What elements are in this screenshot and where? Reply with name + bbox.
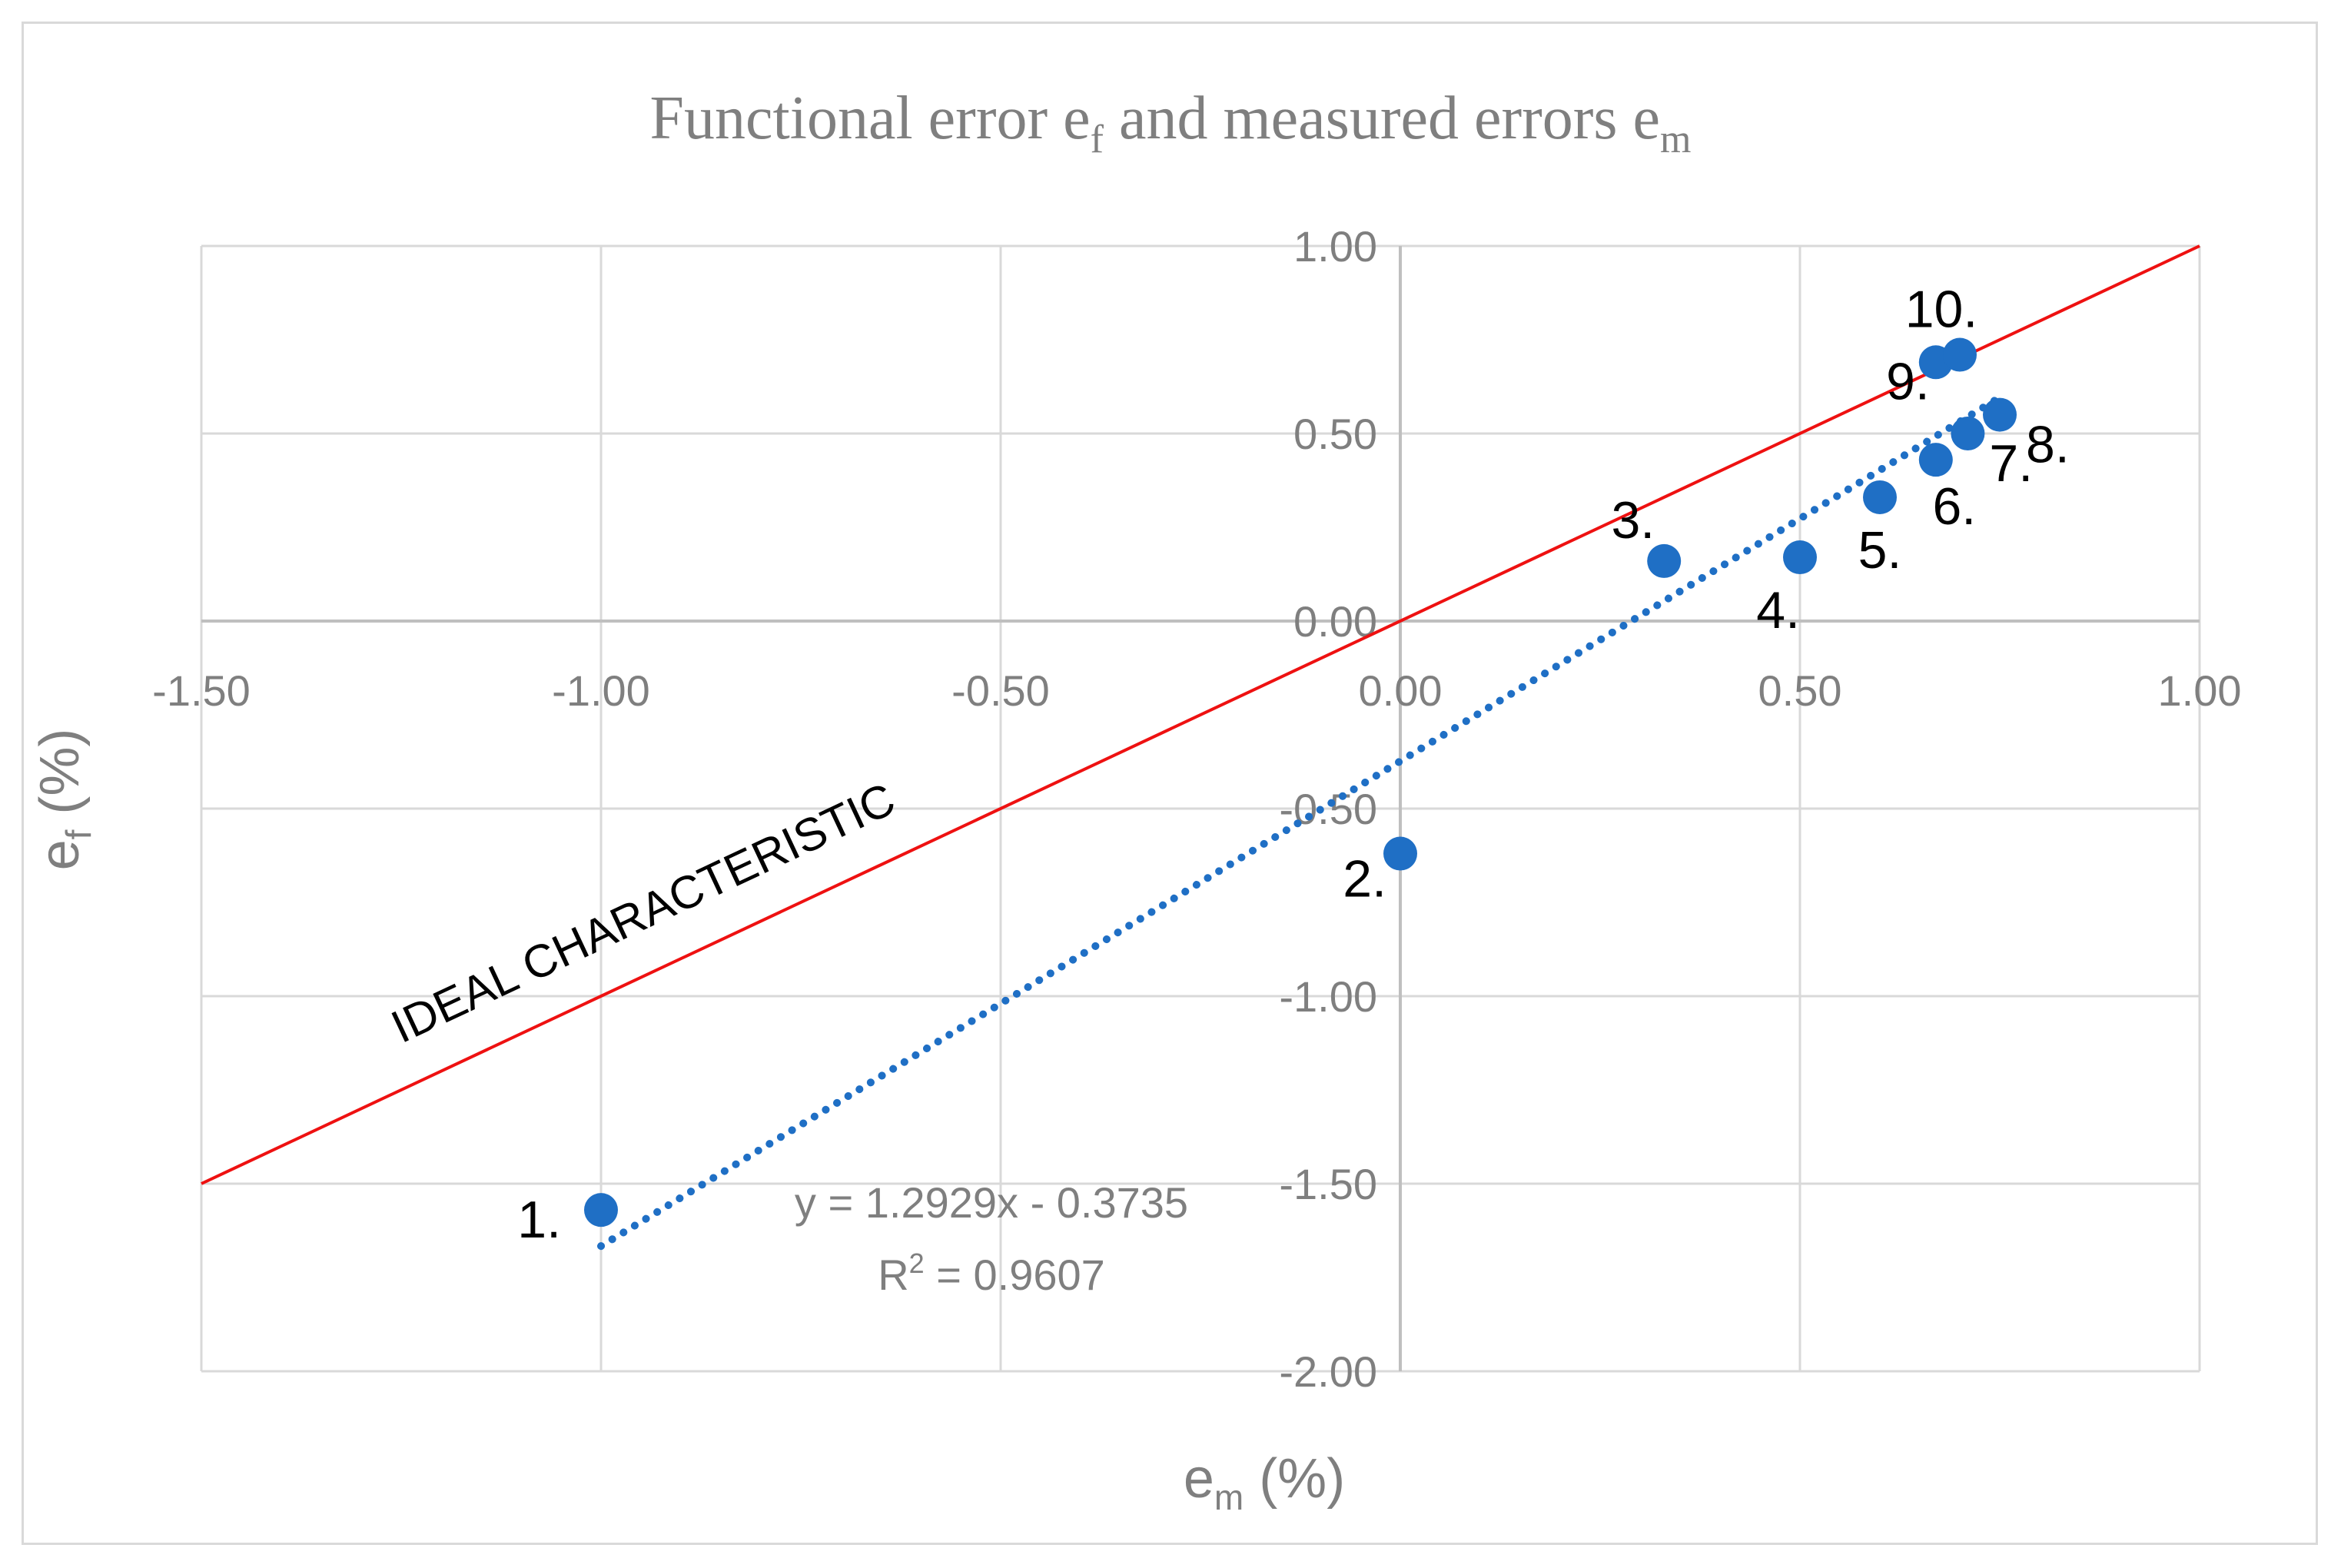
point-label: 7. <box>1989 434 2033 493</box>
point-label: 8. <box>2026 416 2070 474</box>
point-label: 3. <box>1611 491 1655 550</box>
y-tick-label: -0.50 <box>1279 785 1377 833</box>
data-point <box>1983 397 2017 432</box>
chart-title: Functional error ef and measured errors … <box>649 85 1691 161</box>
data-point <box>1918 443 1953 477</box>
x-axis-title: em (%) <box>1184 1448 1345 1517</box>
data-point <box>1783 540 1817 575</box>
tick-labels: 1.00 0.50 0.00 -0.50 -1.00 -1.50 -2.00 -1.50 -1.… <box>152 222 2241 1396</box>
x-tick-label: 0.00 <box>1359 666 1443 715</box>
ideal-characteristic-label: IDEAL CHARACTERISTIC <box>384 773 902 1053</box>
point-label: 6. <box>1932 477 1976 536</box>
data-point <box>1863 480 1897 514</box>
x-tick-label: -0.50 <box>951 666 1050 715</box>
point-label: 1. <box>517 1191 561 1249</box>
chart-frame <box>22 22 2318 1545</box>
y-tick-label: 1.00 <box>1293 222 1377 271</box>
y-tick-label: -1.00 <box>1279 972 1377 1021</box>
x-tick-label: 1.00 <box>2158 666 2242 715</box>
grid <box>200 244 2201 1373</box>
point-label: 9. <box>1886 352 1930 410</box>
data-point <box>1647 543 1682 578</box>
point-label: 5. <box>1858 521 1902 580</box>
point-label: 10. <box>1905 281 1978 339</box>
point-label: 2. <box>1343 850 1386 909</box>
data-point <box>1951 417 1985 450</box>
axes <box>201 246 2200 1371</box>
y-tick-label: -1.50 <box>1279 1160 1377 1208</box>
trendline-r2: R2 = 0.9607 <box>878 1247 1105 1299</box>
point-label: 4. <box>1756 581 1800 639</box>
data-point <box>584 1193 618 1227</box>
x-tick-label: -1.00 <box>552 666 650 715</box>
point-labels: 1. 2. 3. 4. 5. 6.7.8. 9. 10. <box>517 281 2069 1250</box>
y-axis-title: ef (%) <box>29 729 98 871</box>
data-points <box>584 337 2017 1227</box>
x-tick-label: 0.50 <box>1758 666 1842 715</box>
x-tick-label: -1.50 <box>152 666 251 715</box>
trendline <box>597 394 2004 1251</box>
ideal-characteristic-line <box>201 244 2200 1185</box>
y-tick-label: -2.00 <box>1279 1347 1377 1396</box>
data-point <box>1383 836 1417 871</box>
data-point <box>1943 337 1977 372</box>
trendline-equation: y = 1.2929x - 0.3735 <box>795 1178 1188 1227</box>
y-tick-label: 0.50 <box>1293 410 1377 458</box>
